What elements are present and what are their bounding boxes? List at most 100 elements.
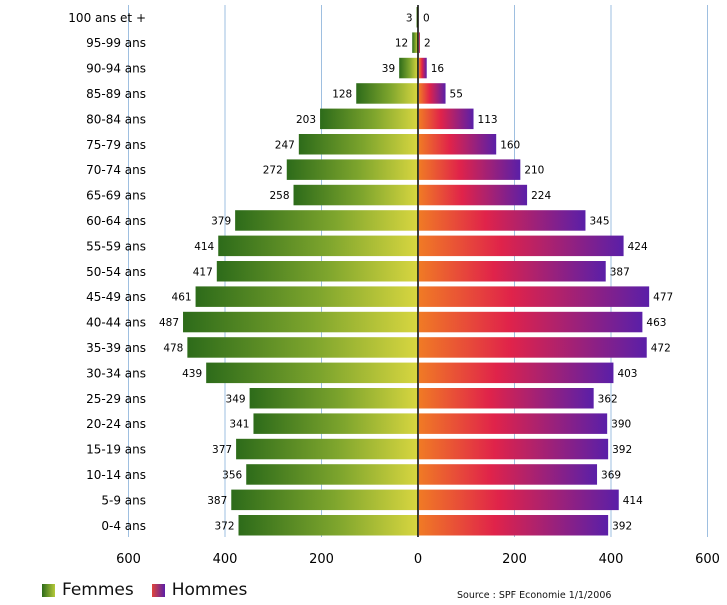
data-label-femmes: 203 [296,114,316,126]
data-label-hommes: 387 [610,266,630,278]
data-label-hommes: 362 [598,393,618,405]
data-label-femmes: 487 [159,317,179,329]
legend-item-hommes: Hommes [151,580,248,600]
category-label: 85-89 ans [86,87,146,101]
labels-layer: 100 ans et + 3 0 95-99 ans 12 2 90-94 ans 39 16 8… [68,11,673,533]
data-label-femmes: 258 [269,190,289,202]
bar-femmes [253,413,418,434]
bar-femmes [231,489,418,511]
chart-canvas: 100 ans et +3 095-99 ans 12 290-94 ans 39 168… [68,5,720,567]
bar-hommes [419,438,609,460]
data-label-hommes: 369 [601,469,621,481]
bar-hommes [419,388,594,409]
category-label: 75-79 ans [86,138,146,152]
source-note: Source : SPF Economie 1/1/2006 [457,590,612,601]
data-label-hommes: 390 [611,419,631,431]
data-label-femmes: 12 [395,38,408,50]
bar-femmes [236,438,418,460]
category-label: 95-99 ans [86,36,146,50]
legend-swatch-hommes [151,583,165,597]
ticks-layer: 600 400 200 0 200 400 600 [116,5,720,567]
data-label-femmes: 356 [222,469,242,481]
x-tick-label: 200 [502,552,527,567]
data-label-hommes: 16 [431,63,445,75]
bar-hommes [419,83,446,104]
category-label: 30-34 ans [86,366,146,380]
data-label-femmes: 372 [214,520,234,532]
bar-hommes [419,515,609,536]
bar-femmes [216,261,418,282]
bar-femmes [235,210,418,231]
bar-femmes [399,57,418,79]
bar-femmes [183,311,418,333]
bar-femmes [286,159,418,180]
bar-hommes [419,464,598,485]
bar-hommes [419,57,427,79]
bar-femmes [238,515,418,536]
bar-hommes [419,286,650,307]
x-tick-label: 0 [414,552,422,567]
x-tick-label: 200 [309,552,334,567]
data-label-femmes: 128 [332,88,352,100]
legend-label-femmes: Femmes [62,580,134,600]
bar-hommes [419,210,586,231]
data-label-femmes: 3 [406,12,413,24]
data-label-femmes: 478 [163,342,183,354]
bar-femmes [356,83,418,104]
bar-hommes [419,108,474,130]
data-label-hommes: 0 [423,12,430,24]
category-label: 5-9 ans [101,493,146,507]
data-label-femmes: 272 [263,165,283,177]
category-label: 40-44 ans [86,316,146,330]
data-label-femmes: 439 [182,368,202,380]
legend-item-femmes: Femmes [42,580,134,600]
data-label-femmes: 341 [229,419,249,431]
category-label: 55-59 ans [86,239,146,253]
bar-femmes [246,464,418,485]
data-label-femmes: 417 [193,266,213,278]
category-label: 90-94 ans [86,62,146,76]
x-tick-label: 600 [695,552,720,567]
bar-hommes [419,413,608,434]
data-label-hommes: 113 [478,114,498,126]
legend: Femmes Hommes [42,580,265,600]
legend-label-hommes: Hommes [171,580,248,600]
category-label: 80-84 ans [86,112,146,126]
data-label-hommes: 210 [524,165,544,177]
category-label: 45-49 ans [86,290,146,304]
category-label: 65-69 ans [86,189,146,203]
bar-femmes [218,235,418,257]
bar-hommes [419,32,420,53]
category-label: 70-74 ans [86,163,146,177]
x-tick-label: 600 [116,552,141,567]
data-label-femmes: 349 [226,393,246,405]
bar-femmes [320,108,418,130]
bar-femmes [249,388,418,409]
bar-hommes [419,489,619,511]
data-label-hommes: 55 [450,88,463,100]
bar-femmes [298,134,418,155]
bar-hommes [419,235,624,257]
data-label-hommes: 392 [612,444,632,456]
category-label: 15-19 ans [86,443,146,457]
bar-hommes [419,362,614,384]
data-label-hommes: 224 [531,190,551,202]
bars-layer [183,7,650,536]
bar-hommes [419,337,647,358]
data-label-femmes: 414 [194,241,214,253]
data-label-hommes: 403 [617,368,637,380]
data-label-hommes: 424 [628,241,648,253]
bar-femmes [412,32,418,53]
bar-hommes [419,159,521,180]
category-label: 25-29 ans [86,392,146,406]
data-label-hommes: 414 [623,495,643,507]
data-label-femmes: 379 [211,215,231,227]
x-tick-label: 400 [599,552,624,567]
bar-femmes [206,362,418,384]
data-label-femmes: 247 [275,139,295,151]
category-label: 0-4 ans [101,519,146,533]
bar-femmes [187,337,418,358]
bar-femmes [195,286,418,307]
data-label-hommes: 160 [500,139,520,151]
